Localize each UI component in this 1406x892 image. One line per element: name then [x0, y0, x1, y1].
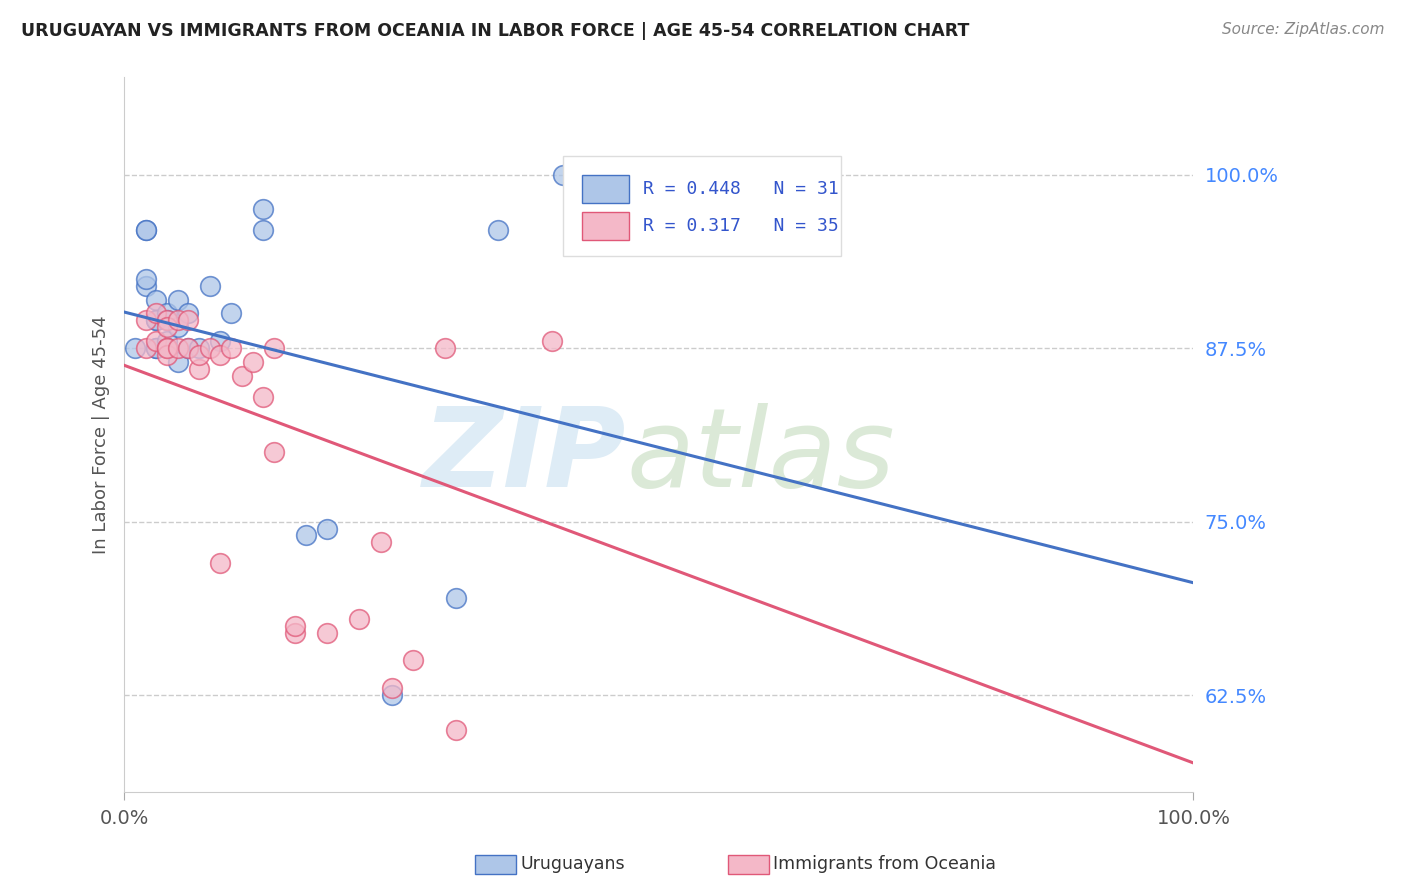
Point	[616, 168, 638, 182]
Point	[156, 313, 179, 327]
Point	[349, 612, 371, 626]
Text: ZIP: ZIP	[423, 403, 627, 510]
Text: Uruguayans: Uruguayans	[520, 855, 624, 873]
Point	[166, 320, 188, 334]
Point	[166, 313, 188, 327]
Point	[124, 341, 146, 355]
Point	[444, 723, 467, 737]
Point	[135, 223, 157, 237]
Point	[156, 334, 179, 348]
Point	[156, 341, 179, 355]
Point	[209, 556, 232, 570]
Point	[231, 368, 253, 383]
Point	[316, 522, 339, 536]
Point	[219, 306, 242, 320]
Point	[198, 278, 221, 293]
Point	[166, 341, 188, 355]
Point	[135, 278, 157, 293]
Point	[263, 341, 285, 355]
Point	[145, 341, 167, 355]
FancyBboxPatch shape	[582, 211, 628, 240]
Point	[166, 355, 188, 369]
Point	[145, 293, 167, 307]
Point	[166, 293, 188, 307]
Point	[145, 334, 167, 348]
Point	[135, 271, 157, 285]
Text: Source: ZipAtlas.com: Source: ZipAtlas.com	[1222, 22, 1385, 37]
Point	[177, 341, 200, 355]
Point	[295, 528, 318, 542]
Point	[156, 306, 179, 320]
Point	[316, 625, 339, 640]
Text: R = 0.448   N = 31: R = 0.448 N = 31	[643, 180, 838, 198]
Point	[145, 306, 167, 320]
Point	[177, 313, 200, 327]
Point	[252, 390, 274, 404]
Point	[488, 223, 510, 237]
Point	[156, 341, 179, 355]
Point	[177, 341, 200, 355]
Point	[188, 362, 211, 376]
Point	[209, 334, 232, 348]
Point	[380, 688, 402, 702]
Text: atlas: atlas	[627, 403, 896, 510]
Point	[380, 681, 402, 695]
Y-axis label: In Labor Force | Age 45-54: In Labor Force | Age 45-54	[93, 316, 110, 554]
Text: Immigrants from Oceania: Immigrants from Oceania	[773, 855, 997, 873]
Point	[242, 355, 264, 369]
Point	[263, 445, 285, 459]
Point	[284, 618, 307, 632]
Point	[284, 625, 307, 640]
Point	[135, 341, 157, 355]
Point	[541, 334, 564, 348]
Point	[551, 168, 574, 182]
Point	[145, 341, 167, 355]
Point	[177, 306, 200, 320]
Point	[135, 313, 157, 327]
Point	[252, 202, 274, 217]
Point	[145, 313, 167, 327]
Point	[156, 348, 179, 362]
Point	[145, 313, 167, 327]
Point	[156, 320, 179, 334]
Point	[433, 341, 456, 355]
FancyBboxPatch shape	[562, 156, 841, 256]
Point	[188, 341, 211, 355]
FancyBboxPatch shape	[582, 175, 628, 203]
Point	[198, 341, 221, 355]
Point	[402, 653, 425, 667]
Point	[370, 535, 392, 549]
Point	[156, 341, 179, 355]
Point	[444, 591, 467, 605]
Point	[252, 223, 274, 237]
Point	[188, 348, 211, 362]
Point	[156, 313, 179, 327]
Point	[219, 341, 242, 355]
Text: URUGUAYAN VS IMMIGRANTS FROM OCEANIA IN LABOR FORCE | AGE 45-54 CORRELATION CHAR: URUGUAYAN VS IMMIGRANTS FROM OCEANIA IN …	[21, 22, 970, 40]
Point	[209, 348, 232, 362]
Point	[135, 223, 157, 237]
Text: R = 0.317   N = 35: R = 0.317 N = 35	[643, 217, 838, 235]
